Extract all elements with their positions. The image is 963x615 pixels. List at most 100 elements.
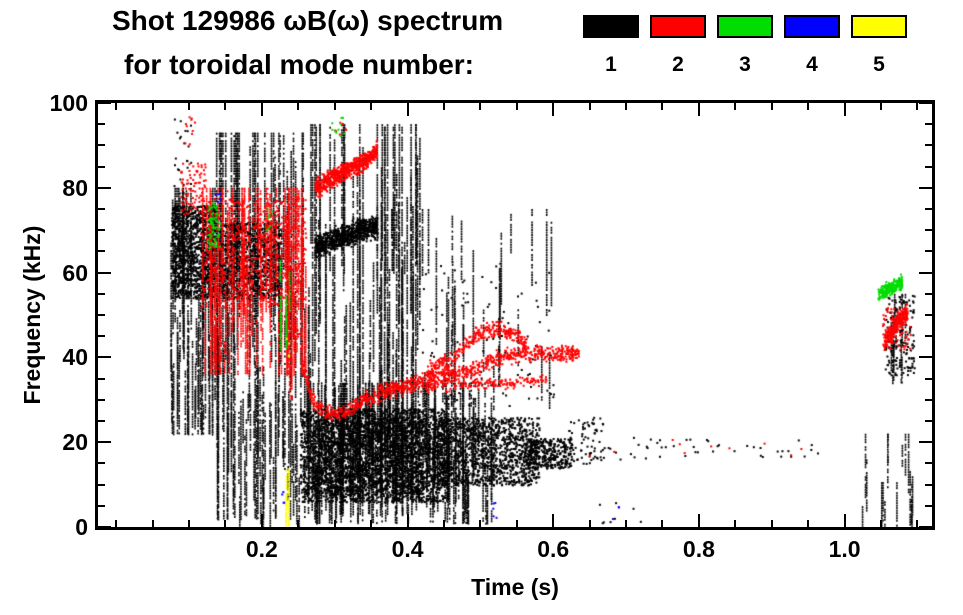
y-minor-tick bbox=[98, 420, 105, 422]
title-line-1: Shot 129986 ωB(ω) spectrum bbox=[112, 5, 504, 36]
x-major-tick bbox=[406, 514, 409, 527]
x-tick-label: 0.8 bbox=[682, 536, 715, 562]
x-minor-tick-top bbox=[297, 103, 300, 110]
mode-number-labels: 1 2 3 4 5 bbox=[583, 53, 907, 77]
x-minor-tick-top bbox=[916, 103, 919, 110]
y-major-tick-right bbox=[919, 356, 932, 359]
title-line-2: for toroidal mode number: bbox=[124, 49, 474, 80]
x-minor-tick-top bbox=[479, 103, 482, 110]
x-minor-tick bbox=[807, 520, 810, 527]
legend-swatch-mode-4 bbox=[784, 15, 840, 38]
y-minor-tick-right bbox=[925, 335, 932, 338]
x-major-tick-top bbox=[843, 103, 846, 116]
y-minor-tick-right bbox=[925, 292, 932, 295]
legend-label-mode-2: 2 bbox=[672, 53, 684, 76]
x-minor-tick-top bbox=[188, 103, 191, 110]
y-minor-tick-right bbox=[925, 165, 932, 168]
y-minor-tick bbox=[98, 165, 105, 168]
y-minor-tick-right bbox=[925, 483, 932, 486]
y-minor-tick bbox=[98, 229, 105, 232]
x-minor-tick bbox=[880, 520, 882, 527]
x-major-tick-top bbox=[260, 103, 263, 116]
x-minor-tick bbox=[916, 520, 919, 527]
y-major-tick bbox=[98, 356, 111, 359]
x-tick-label: 0.6 bbox=[537, 536, 570, 562]
y-minor-tick-right bbox=[925, 420, 932, 422]
legend-swatch-mode-5 bbox=[851, 15, 907, 38]
plot-frame bbox=[95, 100, 935, 530]
y-tick-label: 80 bbox=[62, 174, 88, 201]
x-axis-label: Time (s) bbox=[471, 574, 559, 600]
y-tick-label: 40 bbox=[62, 344, 88, 371]
x-minor-tick-top bbox=[333, 103, 336, 110]
x-tick-label: 0.4 bbox=[391, 536, 424, 562]
y-minor-tick-right bbox=[925, 504, 932, 507]
y-tick-label: 100 bbox=[49, 90, 88, 116]
x-minor-tick bbox=[188, 520, 191, 527]
legend-swatch-mode-1 bbox=[583, 15, 639, 38]
spectrum-canvas bbox=[98, 103, 932, 527]
y-tick-label: 60 bbox=[62, 259, 88, 286]
y-tick-label: 20 bbox=[62, 429, 88, 456]
x-minor-tick bbox=[151, 520, 154, 527]
y-minor-tick bbox=[98, 292, 105, 295]
y-minor-tick bbox=[98, 335, 105, 338]
x-minor-tick-top bbox=[807, 103, 810, 110]
y-minor-tick bbox=[98, 377, 105, 380]
y-minor-tick-right bbox=[925, 229, 932, 232]
x-major-tick-top bbox=[697, 103, 700, 116]
legend-label-mode-4: 4 bbox=[806, 53, 818, 76]
y-major-tick-right bbox=[919, 271, 932, 274]
y-major-tick bbox=[98, 526, 111, 528]
x-minor-tick bbox=[515, 520, 518, 527]
legend-swatch-mode-2 bbox=[650, 15, 706, 38]
x-major-tick-top bbox=[406, 103, 409, 116]
x-minor-tick bbox=[115, 520, 118, 527]
x-major-tick bbox=[697, 514, 700, 527]
y-major-tick bbox=[98, 102, 111, 104]
y-major-tick-right bbox=[919, 526, 932, 528]
x-minor-tick-top bbox=[224, 103, 227, 110]
x-minor-tick bbox=[297, 520, 300, 527]
y-minor-tick-right bbox=[925, 144, 932, 147]
y-minor-tick-right bbox=[925, 462, 932, 465]
x-minor-tick-top bbox=[115, 103, 118, 110]
x-minor-tick bbox=[588, 520, 591, 527]
y-minor-tick bbox=[98, 314, 105, 316]
x-major-tick bbox=[260, 514, 263, 527]
x-minor-tick bbox=[479, 520, 482, 527]
legend-label-mode-3: 3 bbox=[739, 53, 751, 76]
y-minor-tick bbox=[98, 504, 105, 507]
y-minor-tick bbox=[98, 123, 105, 126]
y-major-tick-right bbox=[919, 186, 932, 189]
y-minor-tick bbox=[98, 250, 105, 253]
x-minor-tick-top bbox=[734, 103, 737, 110]
x-minor-tick bbox=[661, 520, 664, 527]
x-minor-tick bbox=[333, 520, 336, 527]
x-minor-tick bbox=[224, 520, 227, 527]
x-minor-tick-top bbox=[370, 103, 373, 110]
x-tick-label: 0.2 bbox=[245, 536, 278, 562]
y-minor-tick-right bbox=[925, 377, 932, 380]
x-minor-tick bbox=[625, 520, 628, 527]
y-minor-tick-right bbox=[925, 398, 932, 401]
x-minor-tick bbox=[442, 520, 445, 527]
x-minor-tick bbox=[370, 520, 373, 527]
y-minor-tick-right bbox=[925, 250, 932, 253]
y-minor-tick-right bbox=[925, 314, 932, 316]
mode-color-legend bbox=[583, 15, 907, 38]
x-minor-tick-top bbox=[588, 103, 591, 110]
x-minor-tick-top bbox=[442, 103, 445, 110]
y-minor-tick bbox=[98, 398, 105, 401]
y-major-tick bbox=[98, 271, 111, 274]
y-minor-tick-right bbox=[925, 208, 932, 210]
x-minor-tick-top bbox=[770, 103, 773, 110]
y-axis-label: Frequency (kHz) bbox=[19, 225, 45, 405]
y-major-tick bbox=[98, 186, 111, 189]
y-major-tick bbox=[98, 441, 111, 444]
x-major-tick bbox=[843, 514, 846, 527]
x-minor-tick bbox=[734, 520, 737, 527]
y-tick-label: 0 bbox=[75, 514, 88, 540]
x-minor-tick-top bbox=[661, 103, 664, 110]
